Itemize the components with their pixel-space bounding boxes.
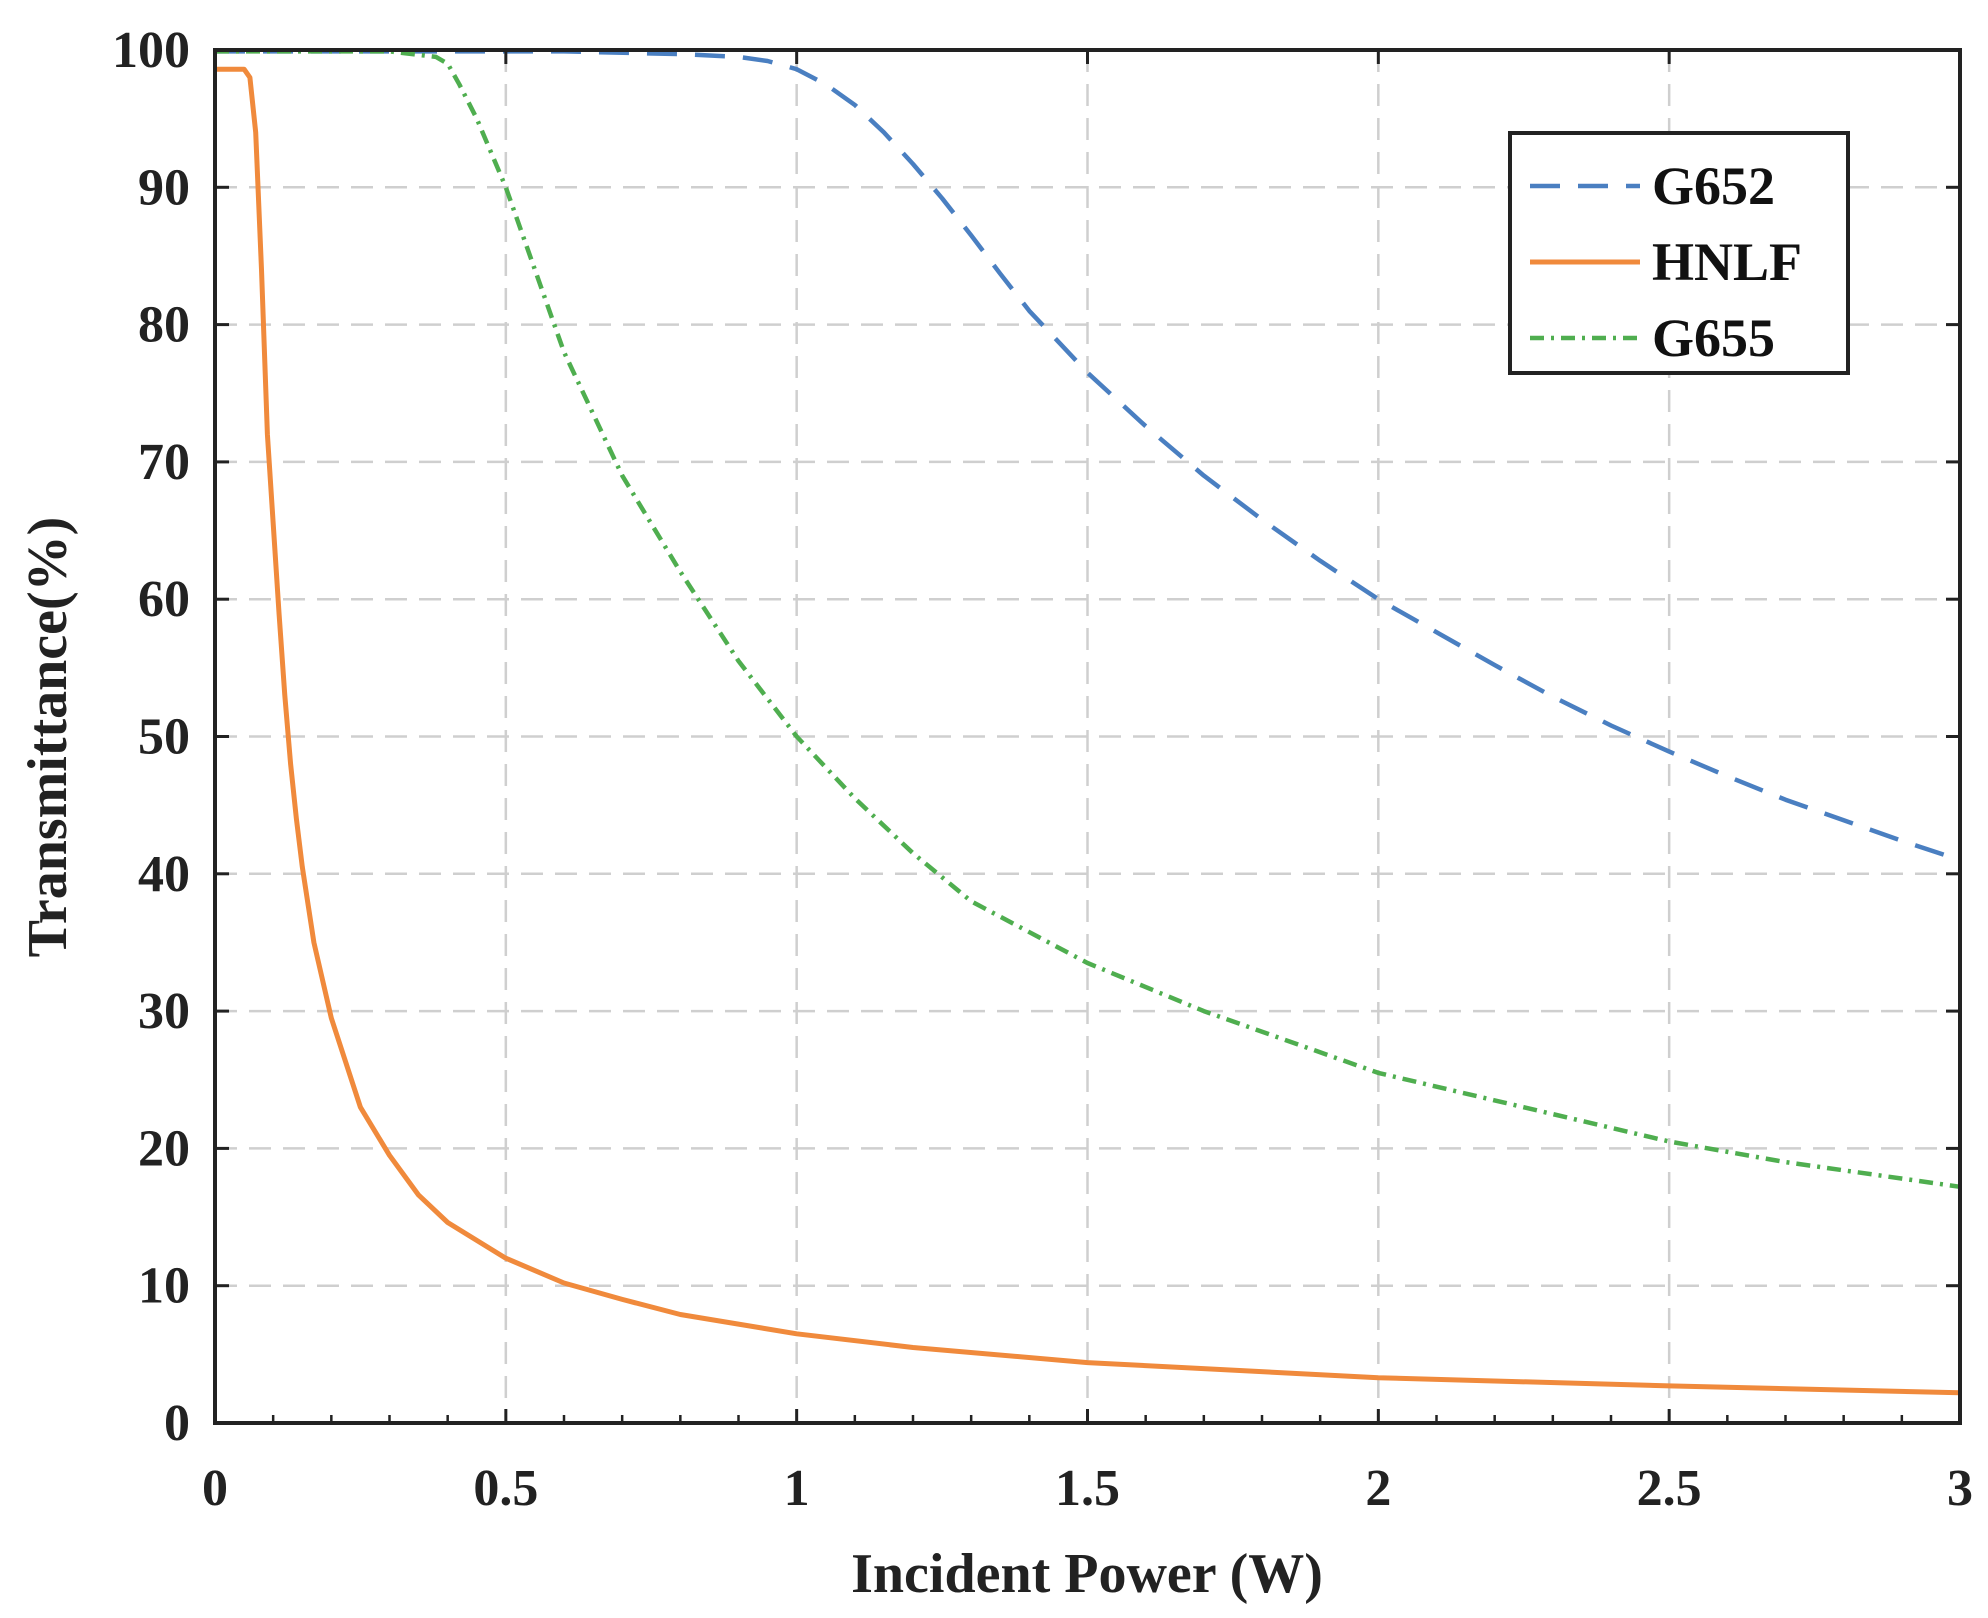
x-axis-label: Incident Power (W) — [851, 1543, 1323, 1605]
y-tick-label: 40 — [138, 846, 190, 903]
y-tick-label: 20 — [138, 1120, 190, 1177]
x-tick-label: 1.5 — [1055, 1460, 1120, 1517]
legend-label-g652: G652 — [1652, 156, 1775, 216]
y-tick-label: 30 — [138, 983, 190, 1040]
x-tick-label: 2.5 — [1637, 1460, 1702, 1517]
ticks — [213, 48, 1962, 1425]
series-line-g655 — [215, 49, 1961, 1190]
legend: G652 HNLF G655 — [1508, 131, 1850, 375]
legend-label-g655: G655 — [1652, 308, 1775, 368]
x-tick-label: 1 — [784, 1460, 810, 1517]
legend-label-hnlf: HNLF — [1652, 232, 1802, 292]
x-tick-label: 2 — [1365, 1460, 1391, 1517]
y-tick-labels: 0 10 20 30 40 50 60 70 80 90 100 — [112, 22, 190, 1452]
legend-box — [1508, 131, 1850, 375]
x-tick-labels: 0 0.5 1 1.5 2 2.5 3 — [202, 1460, 1973, 1517]
series-line-hnlf — [215, 66, 1961, 1396]
x-tick-label: 0 — [202, 1460, 228, 1517]
grid — [215, 50, 1960, 1423]
series-layer — [215, 49, 1961, 1396]
y-tick-label: 90 — [138, 159, 190, 216]
y-tick-label: 10 — [138, 1258, 190, 1315]
y-tick-label: 80 — [138, 297, 190, 354]
y-axis-label: Transmittance(%) — [17, 517, 79, 958]
y-tick-label: 60 — [138, 571, 190, 628]
y-tick-label: 70 — [138, 434, 190, 491]
y-tick-label: 0 — [164, 1395, 190, 1452]
y-tick-label: 50 — [138, 709, 190, 766]
series-line-g652 — [215, 49, 1961, 863]
y-tick-label: 100 — [112, 22, 190, 79]
x-tick-label: 0.5 — [473, 1460, 538, 1517]
x-tick-label: 3 — [1947, 1460, 1973, 1517]
